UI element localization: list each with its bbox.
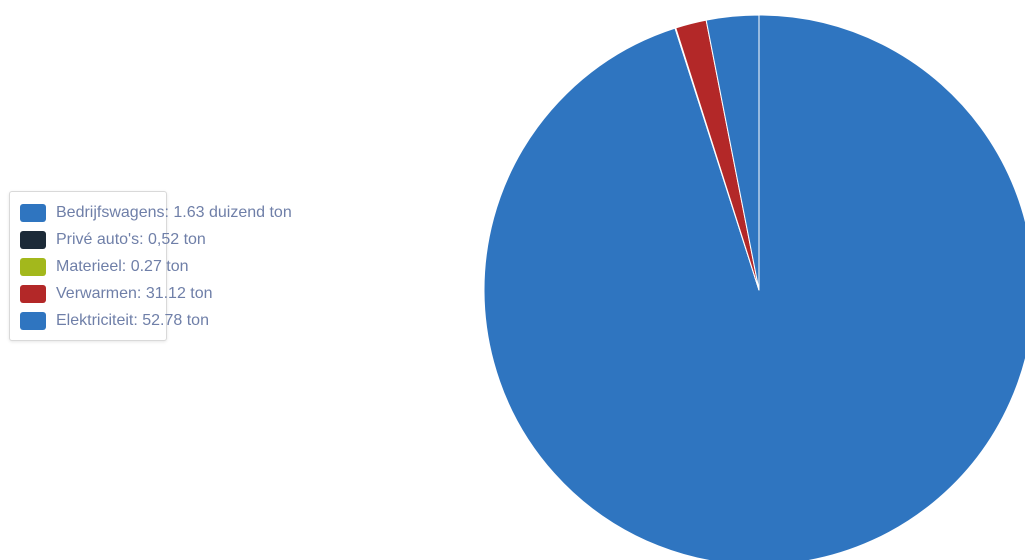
legend-label-bedrijfswagens: Bedrijfswagens: 1.63 duizend ton: [56, 204, 292, 221]
legend-swatch-elektriciteit: [20, 312, 46, 330]
legend-label-materieel: Materieel: 0.27 ton: [56, 258, 189, 275]
legend-swatch-materieel: [20, 258, 46, 276]
legend-label-prive-autos: Privé auto's: 0,52 ton: [56, 231, 206, 248]
legend-item-materieel[interactable]: Materieel: 0.27 ton: [20, 258, 189, 276]
pie-slice-bedrijfswagens[interactable]: [483, 14, 1025, 560]
legend-item-bedrijfswagens[interactable]: Bedrijfswagens: 1.63 duizend ton: [20, 204, 292, 222]
legend-item-prive-autos[interactable]: Privé auto's: 0,52 ton: [20, 231, 206, 249]
legend-label-elektriciteit: Elektriciteit: 52.78 ton: [56, 312, 209, 329]
pie-slice-elektriciteit[interactable]: [705, 14, 760, 291]
chart-legend: Bedrijfswagens: 1.63 duizend ton Privé a…: [9, 191, 292, 341]
pie-slices: [483, 14, 1025, 560]
legend-swatch-verwarmen: [20, 285, 46, 303]
legend-item-verwarmen[interactable]: Verwarmen: 31.12 ton: [20, 285, 213, 303]
legend-swatch-bedrijfswagens: [20, 204, 46, 222]
legend-item-elektriciteit[interactable]: Elektriciteit: 52.78 ton: [20, 312, 209, 330]
legend-swatch-prive-autos: [20, 231, 46, 249]
legend-label-verwarmen: Verwarmen: 31.12 ton: [56, 285, 213, 302]
